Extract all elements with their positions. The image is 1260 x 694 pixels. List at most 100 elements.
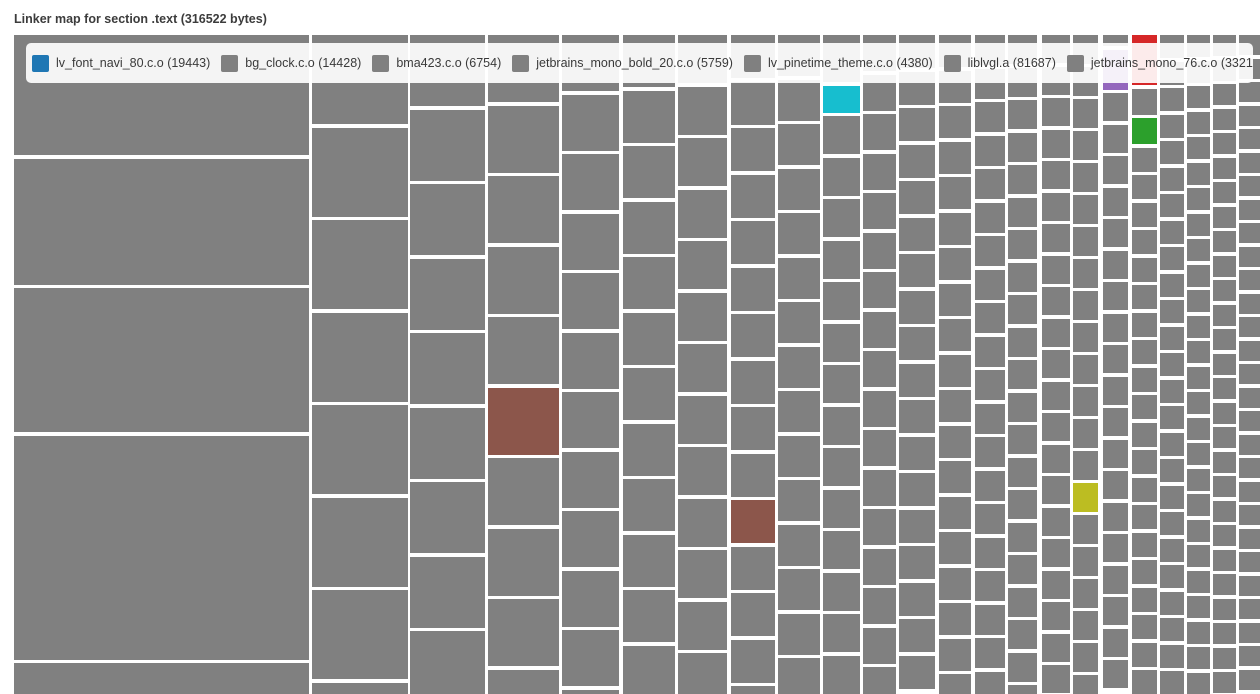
treemap-cell[interactable]: [1103, 35, 1128, 46]
treemap-cell[interactable]: [1103, 124, 1128, 153]
treemap-cell[interactable]: [1041, 665, 1070, 693]
treemap-cell[interactable]: [730, 314, 775, 357]
treemap-cell[interactable]: [974, 202, 1005, 233]
treemap-cell[interactable]: [899, 546, 935, 579]
treemap-cell[interactable]: [1008, 295, 1037, 324]
treemap-cell[interactable]: [1239, 599, 1260, 619]
treemap-cell[interactable]: [863, 588, 896, 624]
treemap-cell[interactable]: [823, 614, 860, 652]
treemap-cell[interactable]: [1008, 522, 1037, 552]
treemap-cell[interactable]: [777, 524, 820, 566]
treemap-cell[interactable]: [1041, 476, 1070, 504]
treemap-cell[interactable]: [1008, 262, 1037, 292]
treemap-cell[interactable]: [1132, 450, 1157, 474]
treemap-cell[interactable]: [562, 689, 619, 694]
treemap-cell[interactable]: [730, 221, 775, 264]
treemap-cell[interactable]: [1187, 417, 1210, 440]
treemap-cell[interactable]: [1187, 596, 1210, 618]
treemap-cell[interactable]: [1160, 512, 1184, 535]
treemap-cell[interactable]: [938, 390, 971, 422]
treemap-cell[interactable]: [1213, 525, 1236, 546]
treemap-cell[interactable]: [1073, 643, 1098, 672]
treemap-cell[interactable]: [1103, 502, 1128, 531]
treemap-cell[interactable]: [938, 461, 971, 493]
treemap-cell[interactable]: [1213, 500, 1236, 522]
treemap-cell[interactable]: [1008, 197, 1037, 227]
treemap-cell[interactable]: [1213, 231, 1236, 252]
treemap-cell[interactable]: [899, 655, 935, 689]
treemap-cell[interactable]: [1132, 670, 1157, 694]
treemap-cell[interactable]: [487, 176, 559, 243]
treemap-cell[interactable]: [487, 246, 559, 314]
treemap-cell[interactable]: [1187, 188, 1210, 210]
treemap-cell[interactable]: [938, 567, 971, 600]
treemap-cell[interactable]: [1239, 575, 1260, 596]
treemap-cell[interactable]: [899, 217, 935, 251]
treemap-cell[interactable]: [13, 663, 309, 694]
treemap-cell[interactable]: [487, 105, 559, 173]
treemap-cell[interactable]: [1160, 432, 1184, 456]
treemap-cell[interactable]: [678, 395, 727, 444]
treemap-cell[interactable]: [1073, 323, 1098, 352]
treemap-cell[interactable]: [863, 311, 896, 348]
treemap-cell[interactable]: [899, 619, 935, 652]
treemap-cell[interactable]: [1187, 519, 1210, 542]
treemap-cell[interactable]: [1073, 227, 1098, 256]
treemap-cell[interactable]: [1073, 259, 1098, 288]
treemap-cell[interactable]: [777, 213, 820, 254]
treemap-cell[interactable]: [1187, 672, 1210, 694]
treemap-cell[interactable]: [1239, 176, 1260, 196]
treemap-cell[interactable]: [622, 423, 675, 476]
treemap-cell[interactable]: [899, 436, 935, 470]
treemap-cell[interactable]: [1187, 213, 1210, 236]
treemap-cell[interactable]: [1213, 108, 1236, 130]
treemap-cell[interactable]: [863, 153, 896, 190]
treemap-cell[interactable]: [1132, 395, 1157, 419]
treemap-cell[interactable]: [1160, 618, 1184, 641]
treemap-cell[interactable]: [823, 531, 860, 569]
treemap-cell[interactable]: [1132, 118, 1157, 144]
treemap-cell[interactable]: [1132, 312, 1157, 337]
treemap-cell[interactable]: [777, 79, 820, 121]
treemap-cell[interactable]: [974, 403, 1005, 434]
treemap-cell[interactable]: [730, 174, 775, 218]
treemap-cell[interactable]: [409, 482, 485, 553]
treemap-cell[interactable]: [1103, 565, 1128, 594]
treemap-cell[interactable]: [974, 236, 1005, 266]
treemap-cell[interactable]: [678, 138, 727, 186]
treemap-cell[interactable]: [1187, 239, 1210, 261]
treemap-cell[interactable]: [974, 504, 1005, 534]
treemap-cell[interactable]: [1160, 353, 1184, 376]
treemap-cell[interactable]: [863, 232, 896, 269]
treemap-cell[interactable]: [1041, 507, 1070, 536]
treemap-cell[interactable]: [1160, 114, 1184, 138]
treemap-cell[interactable]: [1213, 329, 1236, 350]
treemap-cell[interactable]: [730, 686, 775, 694]
treemap-cell[interactable]: [1103, 628, 1128, 657]
treemap-cell[interactable]: [777, 658, 820, 694]
treemap-cell[interactable]: [1239, 199, 1260, 220]
treemap-cell[interactable]: [1160, 141, 1184, 164]
treemap-cell[interactable]: [1073, 291, 1098, 320]
treemap-cell[interactable]: [899, 473, 935, 506]
treemap-cell[interactable]: [1187, 443, 1210, 465]
treemap-cell[interactable]: [1073, 483, 1098, 512]
treemap-cell[interactable]: [938, 141, 971, 174]
treemap-cell[interactable]: [823, 85, 860, 113]
treemap-cell[interactable]: [1008, 132, 1037, 162]
treemap-cell[interactable]: [1187, 162, 1210, 185]
treemap-cell[interactable]: [899, 363, 935, 397]
treemap-cell[interactable]: [1073, 675, 1098, 694]
treemap-cell[interactable]: [1187, 315, 1210, 338]
treemap-cell[interactable]: [938, 106, 971, 138]
treemap-cell[interactable]: [938, 283, 971, 316]
treemap-cell[interactable]: [1008, 100, 1037, 129]
treemap-cell[interactable]: [1187, 545, 1210, 567]
treemap-cell[interactable]: [1160, 379, 1184, 403]
treemap-cell[interactable]: [1239, 105, 1260, 126]
treemap-cell[interactable]: [974, 269, 1005, 300]
treemap-cell[interactable]: [1239, 646, 1260, 666]
treemap-cell[interactable]: [823, 282, 860, 320]
treemap-cell[interactable]: [1239, 317, 1260, 337]
treemap-cell[interactable]: [1213, 647, 1236, 669]
